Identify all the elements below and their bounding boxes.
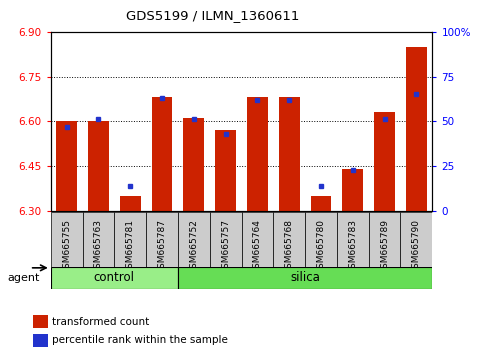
- Bar: [374, 112, 395, 211]
- FancyBboxPatch shape: [305, 212, 337, 267]
- Bar: [152, 97, 172, 211]
- Bar: [33, 315, 48, 328]
- Text: transformed count: transformed count: [52, 316, 150, 327]
- FancyBboxPatch shape: [178, 212, 210, 267]
- Bar: [279, 97, 299, 211]
- Text: percentile rank within the sample: percentile rank within the sample: [52, 335, 228, 346]
- Text: GDS5199 / ILMN_1360611: GDS5199 / ILMN_1360611: [126, 9, 299, 22]
- Text: GSM665789: GSM665789: [380, 219, 389, 274]
- Text: silica: silica: [290, 272, 320, 284]
- FancyBboxPatch shape: [337, 212, 369, 267]
- FancyBboxPatch shape: [51, 267, 178, 289]
- Text: GSM665790: GSM665790: [412, 219, 421, 274]
- Bar: [88, 121, 109, 211]
- Bar: [215, 130, 236, 211]
- Bar: [120, 196, 141, 211]
- FancyBboxPatch shape: [178, 267, 432, 289]
- Text: agent: agent: [7, 273, 40, 283]
- FancyBboxPatch shape: [51, 212, 83, 267]
- Text: GSM665763: GSM665763: [94, 219, 103, 274]
- FancyBboxPatch shape: [369, 212, 400, 267]
- Text: GSM665752: GSM665752: [189, 219, 199, 274]
- Text: GSM665755: GSM665755: [62, 219, 71, 274]
- Bar: [184, 118, 204, 211]
- Bar: [311, 196, 331, 211]
- Text: GSM665783: GSM665783: [348, 219, 357, 274]
- Bar: [33, 334, 48, 347]
- FancyBboxPatch shape: [273, 212, 305, 267]
- Text: GSM665757: GSM665757: [221, 219, 230, 274]
- Text: GSM665764: GSM665764: [253, 219, 262, 274]
- FancyBboxPatch shape: [83, 212, 114, 267]
- FancyBboxPatch shape: [242, 212, 273, 267]
- Text: GSM665768: GSM665768: [284, 219, 294, 274]
- Text: GSM665787: GSM665787: [157, 219, 167, 274]
- Bar: [342, 169, 363, 211]
- Text: GSM665780: GSM665780: [316, 219, 326, 274]
- FancyBboxPatch shape: [114, 212, 146, 267]
- FancyBboxPatch shape: [400, 212, 432, 267]
- Bar: [57, 121, 77, 211]
- Bar: [406, 47, 426, 211]
- FancyBboxPatch shape: [146, 212, 178, 267]
- Bar: [247, 97, 268, 211]
- Text: GSM665781: GSM665781: [126, 219, 135, 274]
- Text: control: control: [94, 272, 135, 284]
- FancyBboxPatch shape: [210, 212, 242, 267]
